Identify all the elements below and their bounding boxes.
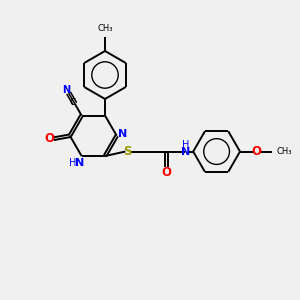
Text: C: C bbox=[69, 98, 76, 107]
Text: N: N bbox=[118, 129, 127, 139]
Text: O: O bbox=[251, 145, 262, 158]
Text: O: O bbox=[44, 132, 54, 145]
Text: O: O bbox=[161, 166, 172, 179]
Text: N: N bbox=[76, 158, 85, 168]
Text: N: N bbox=[181, 146, 190, 157]
Text: CH₃: CH₃ bbox=[277, 147, 292, 156]
Text: H: H bbox=[182, 140, 189, 150]
Text: CH₃: CH₃ bbox=[97, 24, 113, 33]
Text: S: S bbox=[123, 145, 132, 158]
Text: H: H bbox=[69, 158, 76, 168]
Text: N: N bbox=[62, 85, 70, 95]
